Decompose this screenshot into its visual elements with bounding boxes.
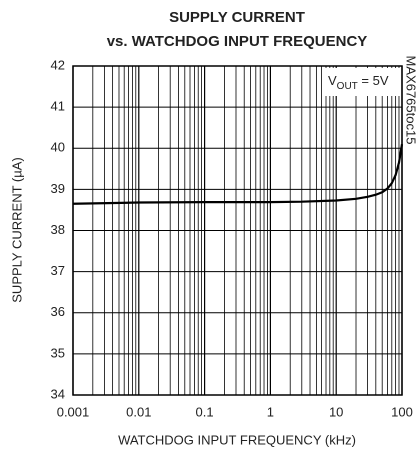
x-tick-label: 10 [329, 404, 343, 419]
chart-title: SUPPLY CURRENT [169, 9, 305, 26]
annotation-subscript: OUT [337, 81, 358, 92]
y-tick-label: 34 [51, 386, 65, 401]
y-tick-label: 40 [51, 140, 65, 155]
x-tick-label: 0.1 [196, 404, 214, 419]
x-axis-label: WATCHDOG INPUT FREQUENCY (kHz) [118, 432, 356, 447]
y-tick-label: 39 [51, 181, 65, 196]
y-tick-label: 41 [51, 99, 65, 114]
y-tick-label: 36 [51, 304, 65, 319]
annotation: VOUT = 5V [328, 73, 389, 91]
x-tick-label: 0.001 [57, 404, 90, 419]
y-tick-label: 38 [51, 222, 65, 237]
annotation-text: V [328, 73, 337, 88]
x-tick-label: 1 [267, 404, 274, 419]
side-note: MAX6765toc15 [404, 56, 416, 145]
annotation-box [322, 68, 400, 96]
y-tick-label: 35 [51, 345, 65, 360]
y-axis-label: SUPPLY CURRENT (µA) [9, 157, 24, 302]
data-line [72, 143, 404, 205]
y-tick-label: 42 [51, 57, 65, 72]
x-tick-label: 0.01 [126, 404, 151, 419]
plot-frame [72, 65, 403, 396]
x-tick-label: 100 [391, 404, 413, 419]
y-tick-label: 37 [51, 263, 65, 278]
annotation-suffix: = 5V [358, 73, 389, 88]
chart-subtitle: vs. WATCHDOG INPUT FREQUENCY [107, 33, 368, 50]
